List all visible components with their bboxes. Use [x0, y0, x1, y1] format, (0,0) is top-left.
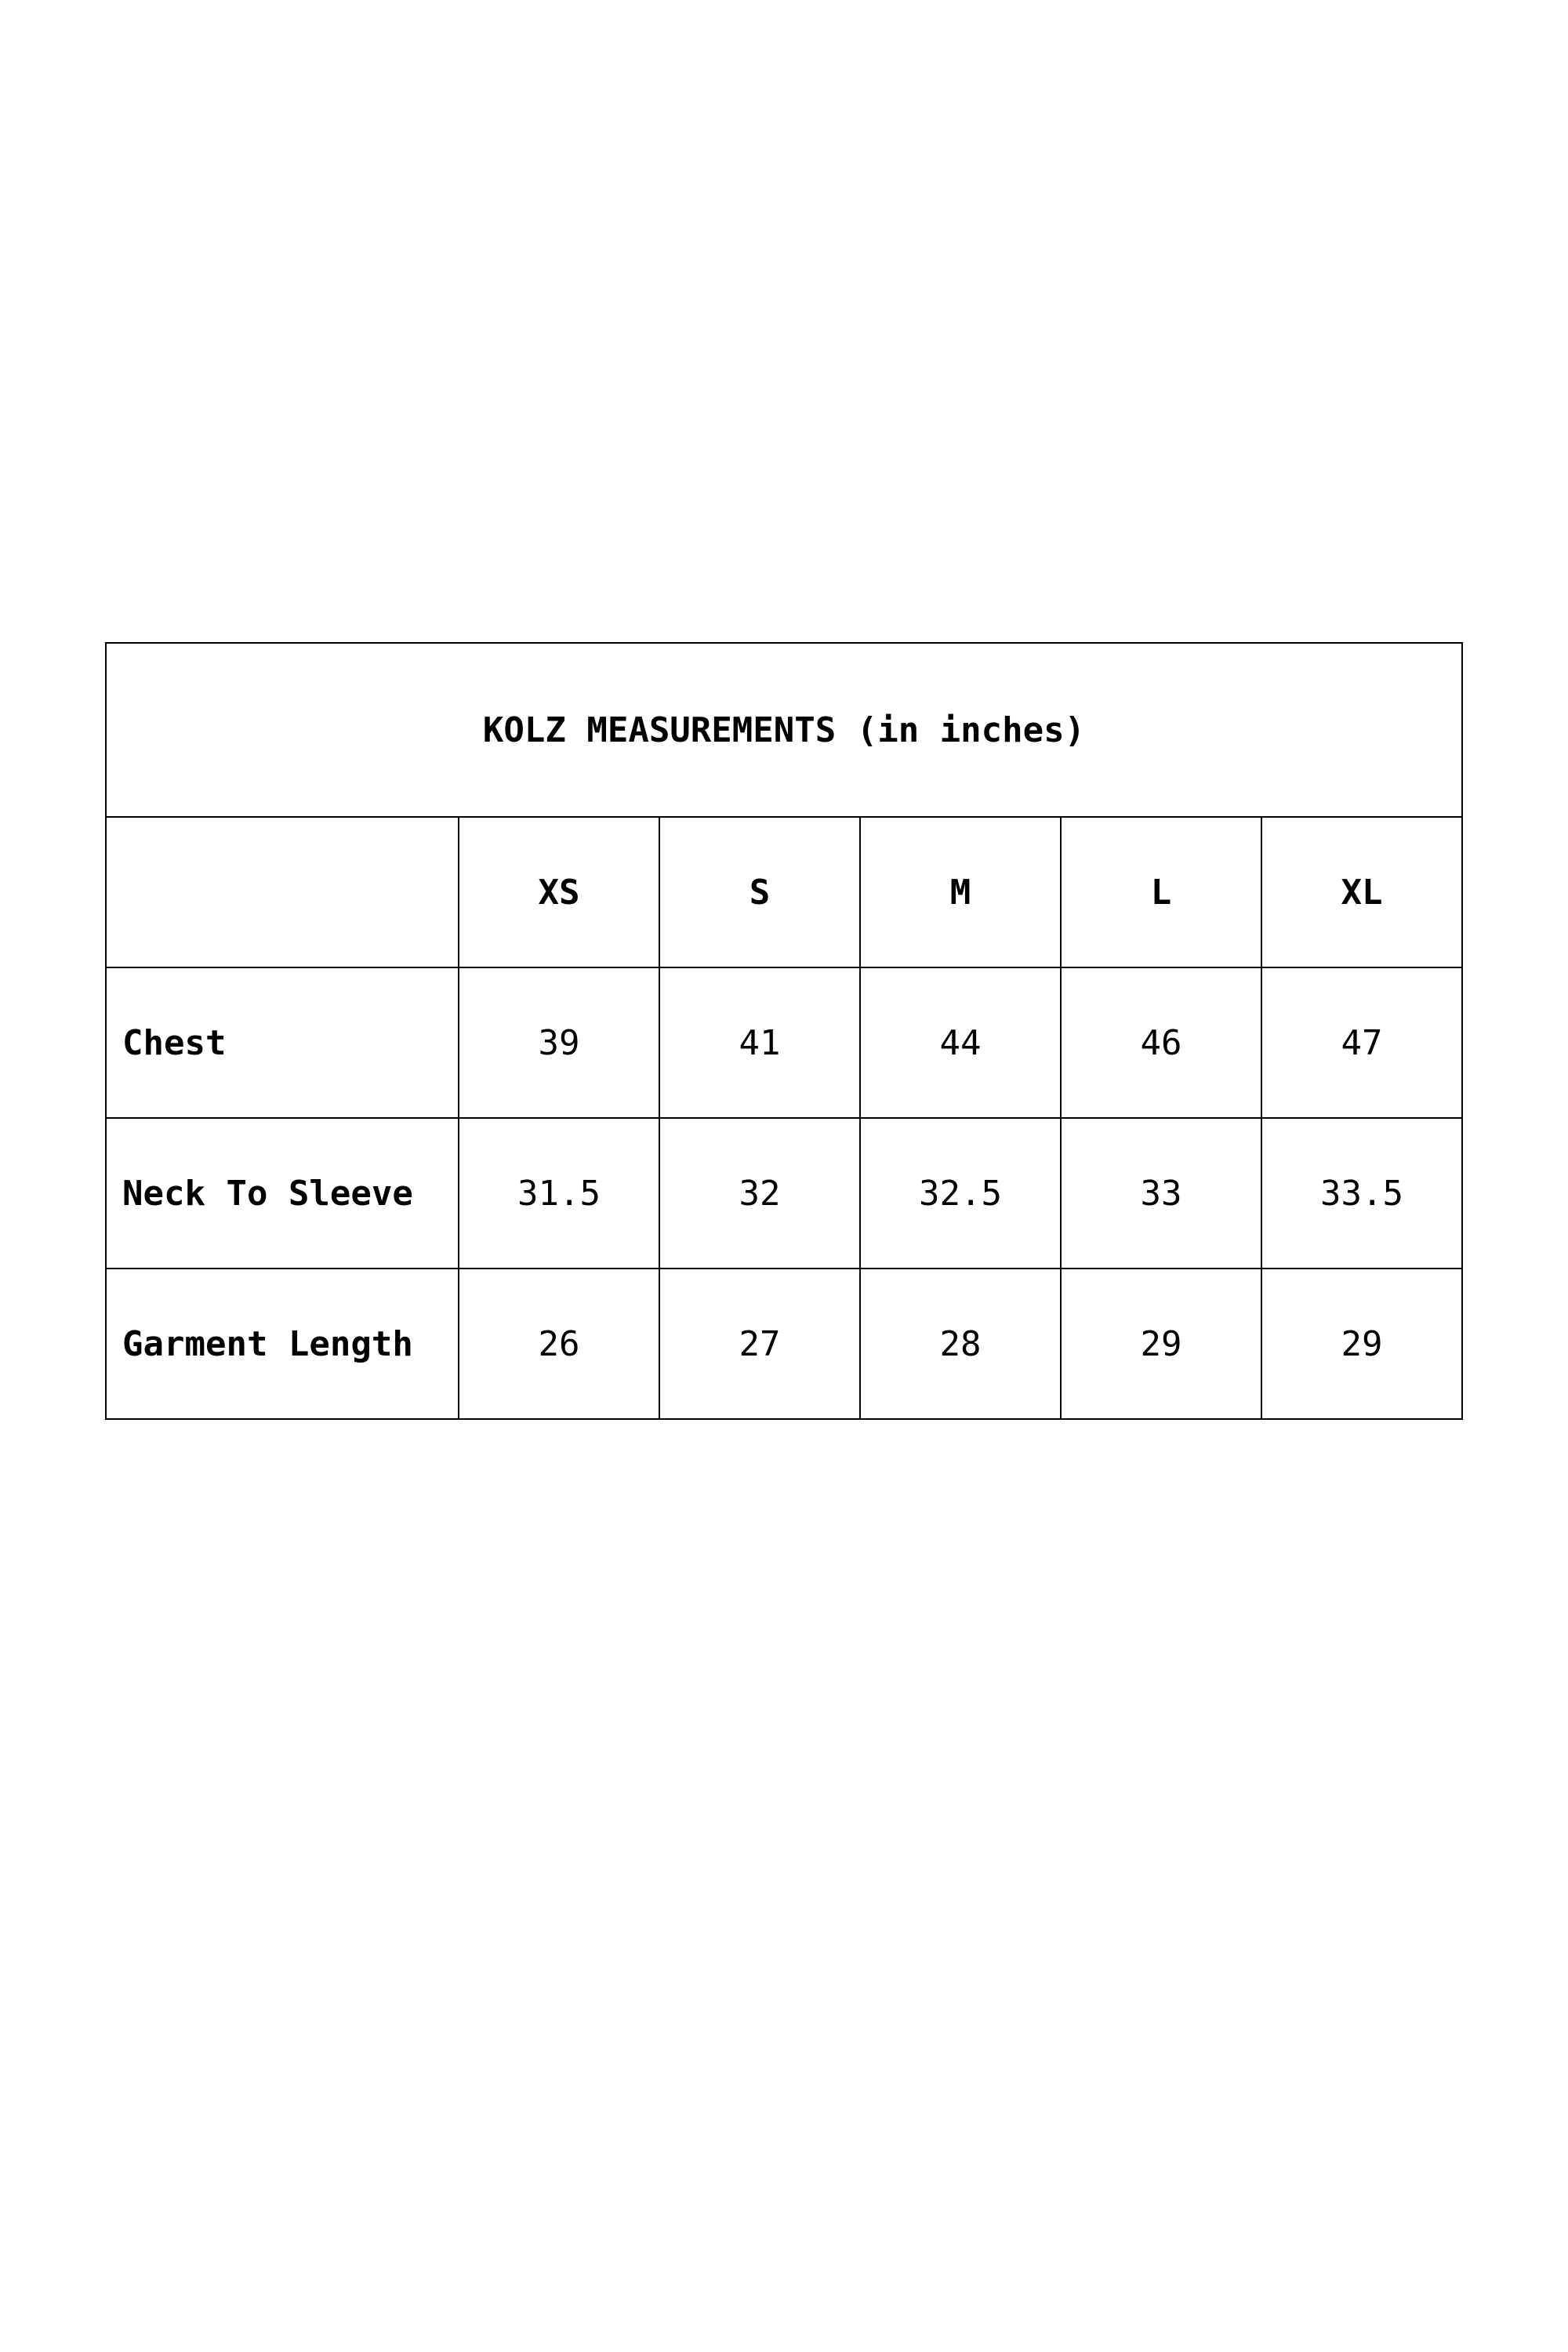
- table-row-garment-length: Garment Length 26 27 28 29 29: [105, 1268, 1463, 1420]
- table-row-neck-to-sleeve: Neck To Sleeve 31.5 32 32.5 33 33.5: [105, 1117, 1463, 1269]
- table-cell: 29: [1261, 1268, 1463, 1420]
- row-label: Garment Length: [105, 1268, 459, 1420]
- table-cell: 31.5: [458, 1117, 660, 1269]
- table-cell: 46: [1060, 967, 1262, 1119]
- table-title: KOLZ MEASUREMENTS (in inches): [105, 642, 1463, 818]
- size-header: XS: [458, 816, 660, 968]
- table-cell: 44: [859, 967, 1062, 1119]
- size-header: L: [1060, 816, 1262, 968]
- table-cell: 28: [859, 1268, 1062, 1420]
- table-cell: 32: [659, 1117, 861, 1269]
- table-cell: 26: [458, 1268, 660, 1420]
- table-cell: 41: [659, 967, 861, 1119]
- size-header: M: [859, 816, 1062, 968]
- empty-corner-cell: [105, 816, 459, 968]
- size-header: S: [659, 816, 861, 968]
- table-cell: 39: [458, 967, 660, 1119]
- table-cell: 29: [1060, 1268, 1262, 1420]
- row-label: Neck To Sleeve: [105, 1117, 459, 1269]
- table-cell: 47: [1261, 967, 1463, 1119]
- table-cell: 27: [659, 1268, 861, 1420]
- row-label: Chest: [105, 967, 459, 1119]
- table-cell: 32.5: [859, 1117, 1062, 1269]
- size-chart-table: KOLZ MEASUREMENTS (in inches) XS S M L X…: [105, 642, 1463, 1420]
- table-row-chest: Chest 39 41 44 46 47: [105, 967, 1463, 1119]
- table-cell: 33.5: [1261, 1117, 1463, 1269]
- size-header-row: XS S M L XL: [105, 816, 1463, 968]
- table-cell: 33: [1060, 1117, 1262, 1269]
- size-header: XL: [1261, 816, 1463, 968]
